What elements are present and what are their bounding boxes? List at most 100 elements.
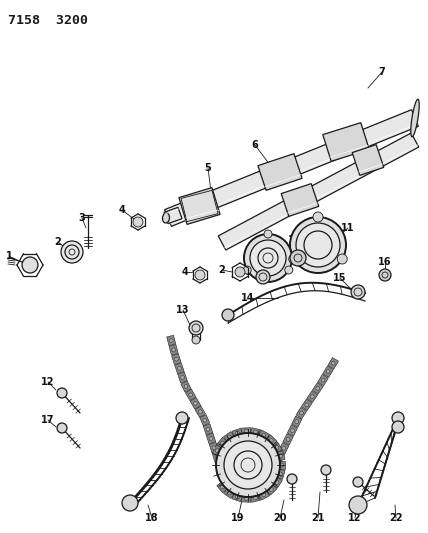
Polygon shape — [172, 354, 181, 365]
Circle shape — [235, 431, 239, 435]
Circle shape — [224, 441, 272, 489]
Circle shape — [235, 267, 245, 277]
Circle shape — [279, 454, 282, 458]
Polygon shape — [178, 372, 187, 383]
Circle shape — [275, 446, 279, 449]
Circle shape — [195, 270, 205, 280]
Circle shape — [326, 370, 330, 374]
Polygon shape — [232, 492, 243, 502]
Circle shape — [175, 357, 178, 361]
Polygon shape — [179, 188, 220, 224]
Polygon shape — [200, 415, 210, 426]
Polygon shape — [223, 432, 235, 442]
Polygon shape — [276, 451, 285, 461]
Circle shape — [215, 449, 219, 453]
Circle shape — [184, 384, 188, 389]
Circle shape — [222, 309, 234, 321]
Polygon shape — [223, 488, 235, 498]
Polygon shape — [323, 123, 369, 161]
Circle shape — [289, 254, 299, 264]
Polygon shape — [281, 183, 319, 216]
Text: 8: 8 — [244, 267, 251, 277]
Circle shape — [189, 321, 203, 335]
Circle shape — [290, 217, 346, 273]
Circle shape — [310, 394, 314, 399]
Text: 2: 2 — [219, 265, 226, 275]
Text: 10: 10 — [288, 235, 302, 245]
Circle shape — [351, 285, 365, 299]
Polygon shape — [278, 461, 285, 470]
Circle shape — [22, 257, 38, 273]
Circle shape — [57, 423, 67, 433]
Text: 4: 4 — [181, 267, 188, 277]
Circle shape — [198, 410, 202, 414]
Polygon shape — [212, 445, 223, 456]
Text: 3: 3 — [79, 213, 85, 223]
Text: 22: 22 — [389, 513, 403, 523]
Text: 11: 11 — [341, 223, 355, 233]
Text: 12: 12 — [348, 513, 362, 523]
Polygon shape — [181, 381, 191, 392]
Ellipse shape — [163, 213, 169, 223]
Circle shape — [181, 376, 184, 379]
Circle shape — [313, 212, 323, 222]
Polygon shape — [164, 207, 182, 224]
Text: 14: 14 — [241, 293, 255, 303]
Polygon shape — [217, 481, 228, 492]
Text: 6: 6 — [252, 140, 259, 150]
Circle shape — [256, 270, 270, 284]
Circle shape — [212, 446, 216, 450]
Circle shape — [244, 234, 292, 282]
Polygon shape — [291, 416, 302, 427]
Circle shape — [227, 435, 231, 439]
Polygon shape — [250, 494, 261, 502]
Text: 7: 7 — [379, 67, 385, 77]
Polygon shape — [301, 399, 312, 410]
Text: 13: 13 — [176, 305, 190, 315]
Polygon shape — [209, 442, 219, 453]
Polygon shape — [165, 110, 419, 227]
Circle shape — [321, 378, 325, 382]
Circle shape — [189, 393, 193, 397]
Circle shape — [295, 420, 299, 424]
Circle shape — [264, 230, 272, 238]
Circle shape — [169, 338, 173, 342]
Text: 18: 18 — [145, 513, 159, 523]
Circle shape — [133, 217, 143, 227]
Polygon shape — [195, 406, 205, 417]
Circle shape — [321, 465, 331, 475]
Circle shape — [250, 240, 286, 276]
Text: 4: 4 — [119, 205, 125, 215]
Circle shape — [282, 446, 286, 450]
Circle shape — [286, 438, 290, 441]
Polygon shape — [258, 489, 270, 500]
Polygon shape — [266, 435, 277, 446]
Polygon shape — [190, 398, 201, 409]
Polygon shape — [318, 374, 328, 386]
Polygon shape — [232, 429, 243, 438]
Circle shape — [220, 441, 224, 445]
Circle shape — [192, 336, 200, 344]
Polygon shape — [272, 442, 282, 453]
Text: 2: 2 — [55, 237, 61, 247]
Circle shape — [172, 348, 175, 352]
Circle shape — [227, 491, 231, 495]
Polygon shape — [266, 484, 277, 495]
Polygon shape — [312, 383, 323, 394]
Text: 9: 9 — [275, 247, 281, 257]
Polygon shape — [203, 424, 213, 435]
Circle shape — [277, 455, 281, 459]
Ellipse shape — [411, 99, 419, 137]
Circle shape — [392, 421, 404, 433]
Circle shape — [279, 472, 282, 476]
Circle shape — [316, 386, 320, 390]
Circle shape — [216, 433, 280, 497]
Circle shape — [203, 418, 207, 422]
Polygon shape — [250, 427, 261, 437]
Circle shape — [285, 266, 293, 274]
Polygon shape — [169, 345, 178, 355]
Polygon shape — [279, 442, 289, 454]
Circle shape — [275, 480, 279, 484]
Polygon shape — [352, 144, 384, 175]
Circle shape — [262, 433, 266, 437]
